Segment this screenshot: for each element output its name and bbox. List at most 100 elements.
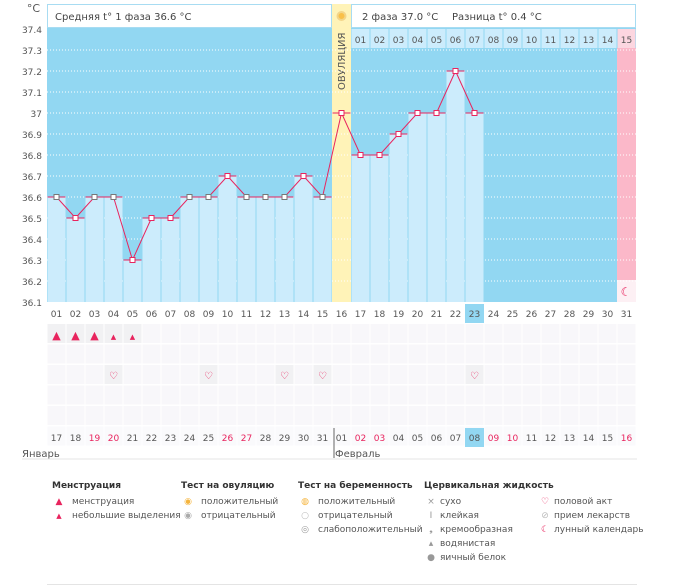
symbol-cell [370, 324, 389, 343]
current-day-highlight [465, 304, 484, 323]
symbol-cell [123, 426, 142, 446]
symbol-cell [256, 385, 275, 405]
symbol-cell [522, 426, 541, 446]
symbol-cell [446, 426, 465, 446]
symbol-cell [389, 365, 408, 384]
symbol-cell [579, 406, 598, 425]
symbol-cell [332, 426, 351, 446]
symbol-cell [256, 406, 275, 425]
symbol-cell [446, 406, 465, 425]
symbol-cell [47, 406, 66, 425]
symbol-cell [598, 324, 617, 343]
cycle-day-label: 26 [526, 310, 538, 320]
symbol-cell [123, 344, 142, 364]
symbol-cell [256, 365, 275, 384]
legend-item: лунный календарь [554, 525, 644, 535]
calendar-date: 17 [51, 434, 62, 444]
luteal-day-label: 14 [602, 36, 614, 46]
calendar-date: 21 [127, 434, 138, 444]
symbol-cell [560, 426, 579, 446]
calendar-date: 03 [374, 434, 385, 444]
symbol-cell [389, 324, 408, 343]
legend-item: положительный [318, 497, 396, 507]
temperature-bar [389, 134, 408, 302]
symbol-cell [85, 385, 104, 405]
legend-title: Тест на беременность [298, 481, 413, 491]
legend-item: прием лекарств [554, 511, 631, 521]
symbol-cell [199, 406, 218, 425]
calendar-date: 28 [260, 434, 272, 444]
symbol-cell [142, 365, 161, 384]
symbol-cell [408, 385, 427, 405]
symbol-cell [598, 365, 617, 384]
temperature-bar [408, 113, 427, 302]
symbol-cell [370, 365, 389, 384]
symbol-cell [104, 385, 123, 405]
cycle-day-label: 28 [564, 310, 576, 320]
symbol-cell [446, 324, 465, 343]
cycle-day-label: 20 [412, 310, 424, 320]
y-tick-label: 36.3 [22, 257, 42, 267]
menstruation-cell [104, 324, 123, 343]
symbol-cell [560, 385, 579, 405]
symbol-cell [313, 324, 332, 343]
symbol-cell [199, 324, 218, 343]
temperature-bar [180, 197, 199, 302]
temperature-point [224, 173, 231, 179]
symbol-cell [104, 344, 123, 364]
symbol-cell [66, 426, 85, 446]
cycle-day-label: 04 [108, 310, 120, 320]
heart-icon: ♡ [470, 371, 479, 382]
spotting-icon: ▲ [111, 333, 117, 341]
temperature-point [262, 194, 269, 200]
calendar-date: 09 [488, 434, 500, 444]
cycle-day-label: 24 [488, 310, 500, 320]
temperature-bar [85, 197, 104, 302]
cycle-day-label: 22 [450, 310, 461, 320]
symbol-cell [522, 324, 541, 343]
symbol-cell [370, 385, 389, 405]
temperature-point [205, 194, 212, 200]
symbol-cell [370, 426, 389, 446]
legend-item: сухо [440, 497, 462, 507]
y-tick-label: 36.8 [22, 152, 42, 162]
symbol-cell [484, 385, 503, 405]
temperature-bar [370, 155, 389, 302]
cycle-day-label: 30 [602, 310, 614, 320]
symbol-cell [541, 365, 560, 384]
cycle-day-label: 07 [165, 310, 176, 320]
y-tick-label: 36.4 [22, 236, 42, 246]
y-tick-label: 37.3 [22, 47, 42, 57]
bottom-divider [47, 584, 637, 585]
luteal-day-label: 13 [583, 36, 594, 46]
symbol-cell [579, 385, 598, 405]
symbol-cell [218, 426, 237, 446]
temperature-bar [47, 197, 66, 302]
cycle-day-label: 03 [89, 310, 100, 320]
calendar-date: 06 [431, 434, 443, 444]
temperature-bar [313, 197, 332, 302]
temperature-bar [123, 260, 142, 302]
legend-title: Менструация [52, 481, 121, 491]
temperature-bar [218, 176, 237, 302]
calendar-date: 26 [222, 434, 234, 444]
symbol-cell [579, 324, 598, 343]
heart-icon: ♡ [280, 371, 289, 382]
luteal-day-label: 02 [374, 36, 385, 46]
symbol-cell [332, 385, 351, 405]
temperature-point [357, 152, 364, 158]
temperature-bar [142, 218, 161, 302]
symbol-cell [408, 324, 427, 343]
symbol-cell [408, 365, 427, 384]
symbol-cell [275, 385, 294, 405]
temperature-point [395, 131, 402, 137]
symbol-cell [332, 344, 351, 364]
cycle-day-label: 08 [184, 310, 196, 320]
calendar-date: 19 [89, 434, 101, 444]
symbol-cell [446, 365, 465, 384]
calendar-date: 22 [146, 434, 157, 444]
sticky-icon: I [429, 511, 433, 521]
symbol-cell [408, 426, 427, 446]
calendar-date: 31 [317, 434, 328, 444]
temperature-bar [237, 197, 256, 302]
